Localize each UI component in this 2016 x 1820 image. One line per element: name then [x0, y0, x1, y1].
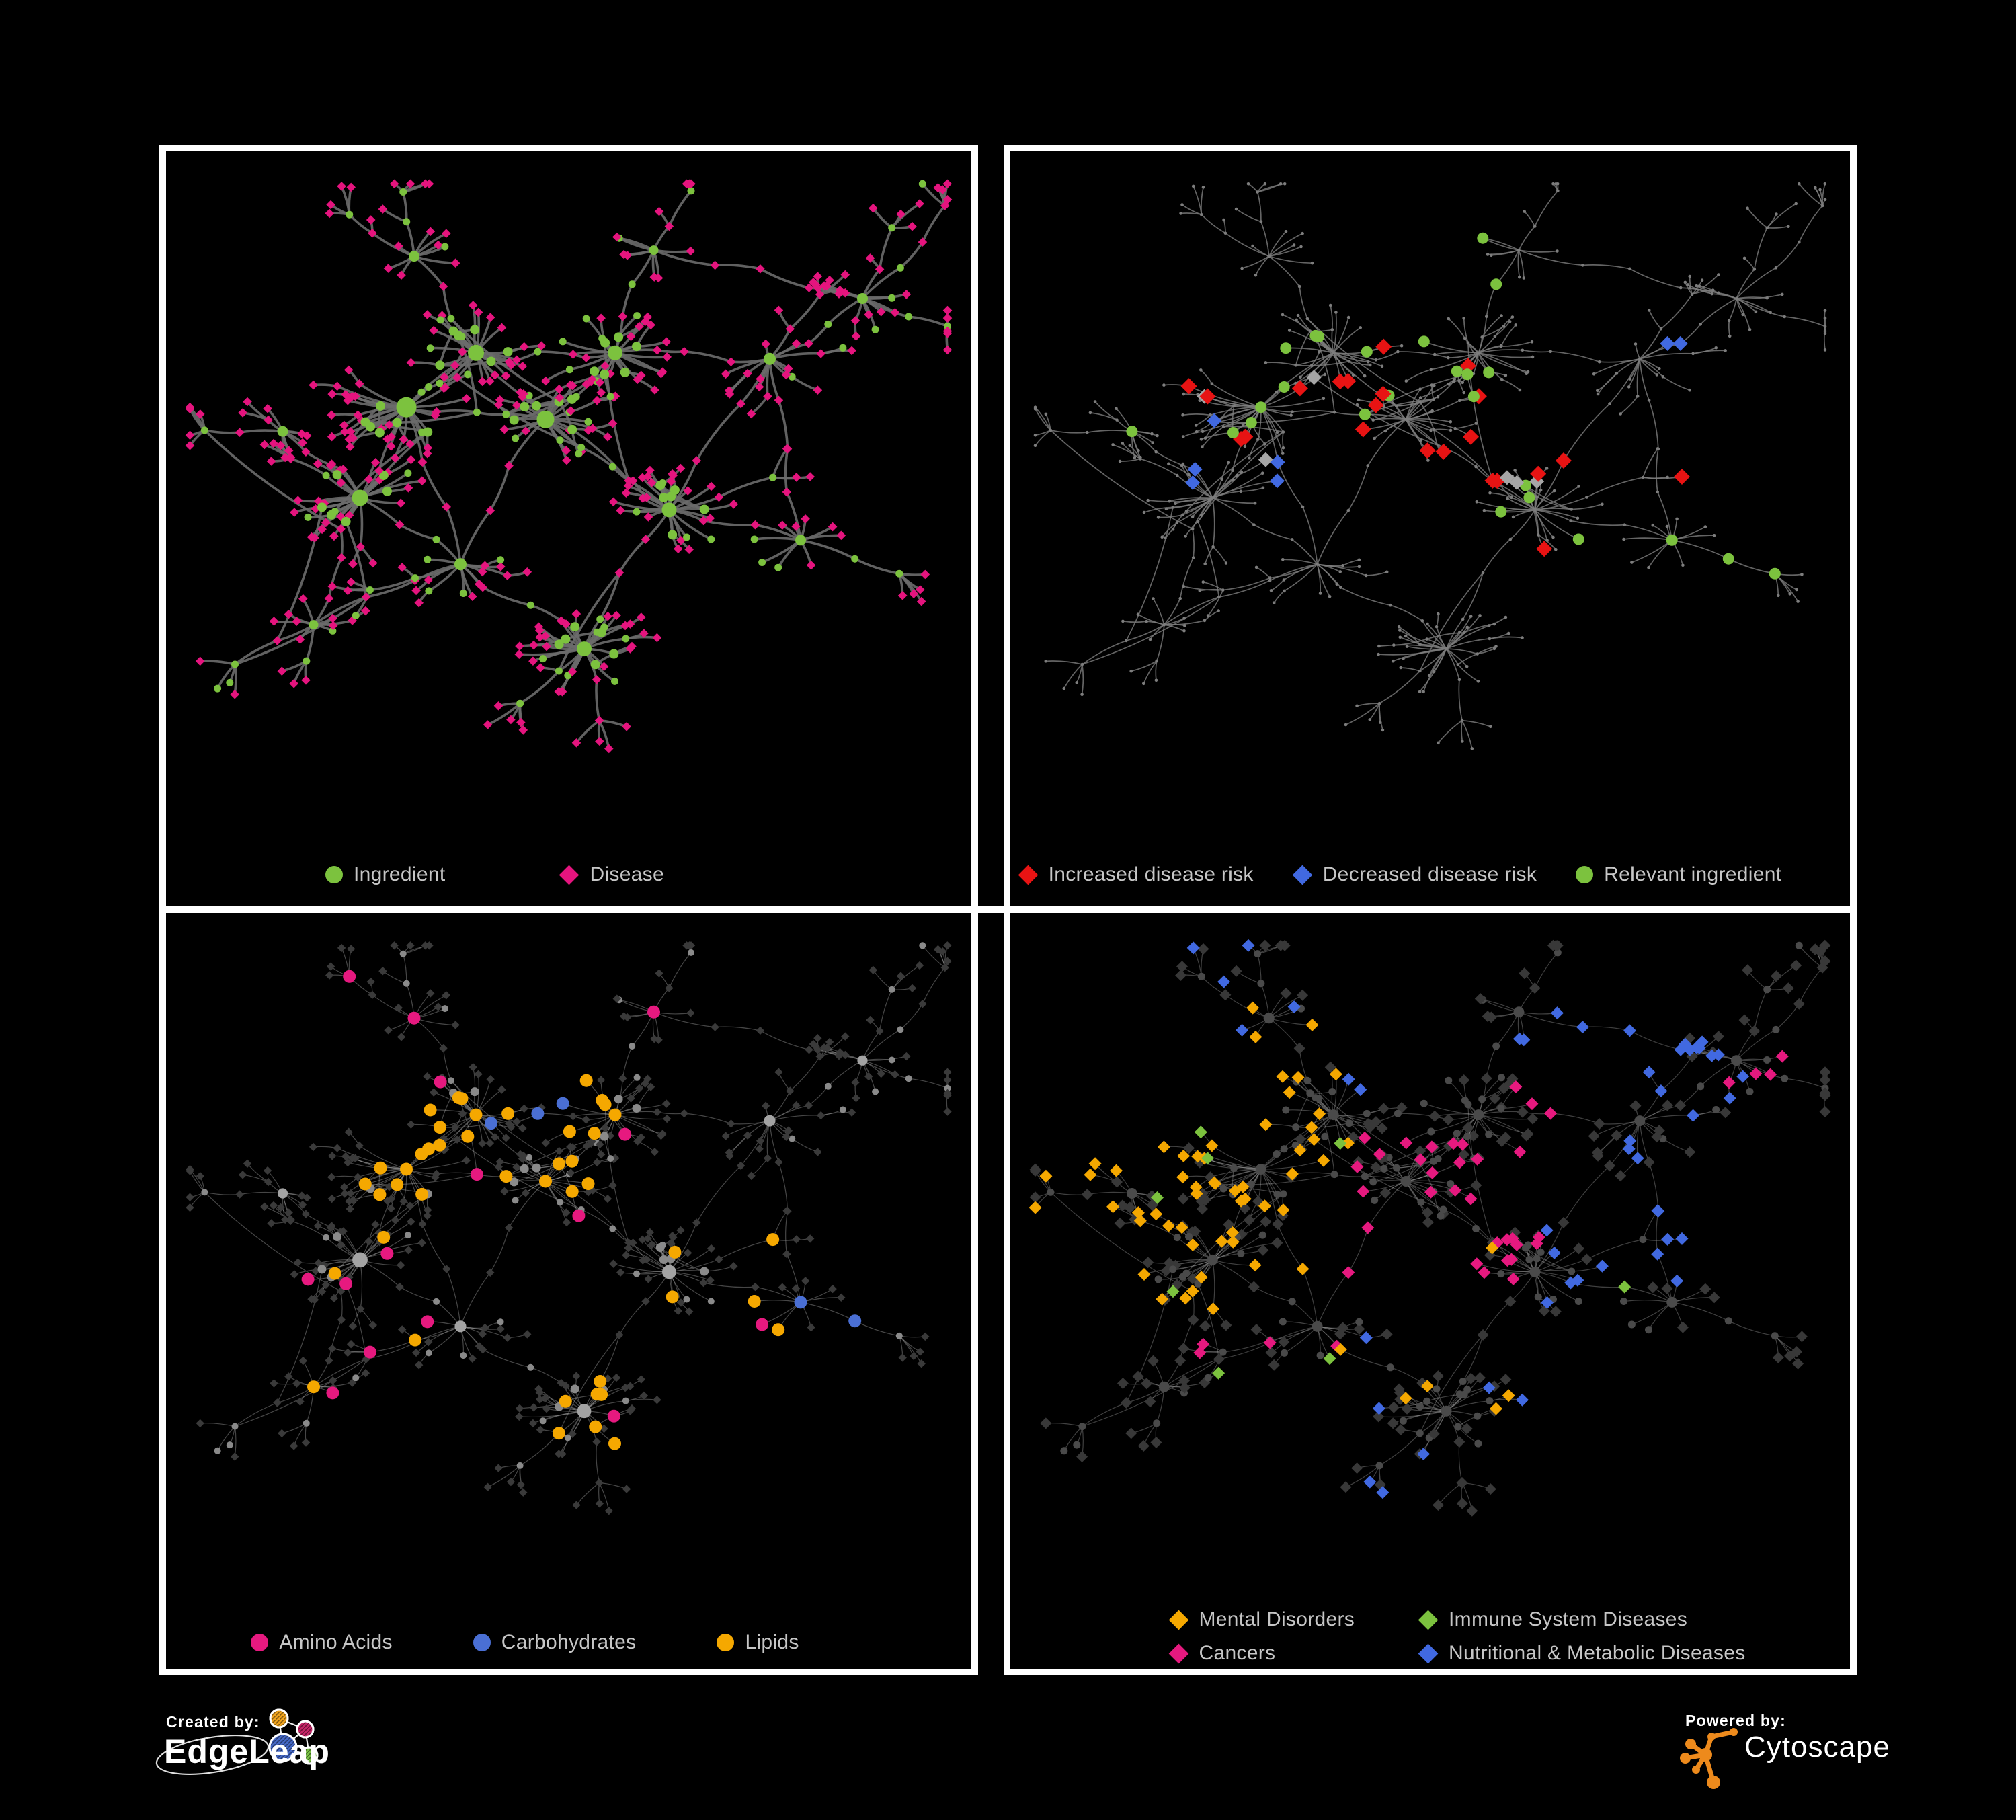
panel-disease-risk: Increased disease risk Decreased disease … [1004, 145, 1857, 913]
legend-label: Nutritional & Metabolic Diseases [1449, 1642, 1746, 1664]
diamond-marker-icon [1168, 1643, 1188, 1663]
nodes-layer [186, 941, 952, 1515]
legend-item-lipids: Lipids [717, 1631, 799, 1654]
legend-item-cancers: Cancers [1168, 1642, 1355, 1665]
legend-label: Relevant ingredient [1604, 863, 1782, 885]
network-graph-ingredient-disease [185, 179, 953, 754]
legend-label: Lipids [745, 1631, 799, 1653]
legend-item-disease: Disease [559, 863, 664, 886]
nodes-layer [1033, 182, 1827, 750]
legend-item-mental-disorders: Mental Disorders [1168, 1608, 1355, 1631]
legend-label: Amino Acids [279, 1631, 393, 1653]
legend-label: Immune System Diseases [1449, 1608, 1688, 1630]
network-graph-disease-categories [1029, 939, 1831, 1517]
legend-label: Disease [590, 863, 664, 885]
legend-macronutrients: Amino Acids Carbohydrates Lipids [122, 1631, 928, 1654]
cytoscape-name: Cytoscape [1744, 1731, 1890, 1764]
nodes-layer [1029, 939, 1831, 1517]
circle-marker-icon [1576, 866, 1594, 883]
legend-disease-categories: Mental Disorders Immune System Diseases Ca… [1037, 1608, 1877, 1665]
legend-disease-risk: Increased disease risk Decreased disease … [980, 863, 1820, 886]
legend-label: Decreased disease risk [1322, 863, 1537, 885]
legend-item-carbohydrates: Carbohydrates [473, 1631, 637, 1654]
highlight-nodes-layer [301, 970, 862, 1450]
circle-marker-icon [717, 1634, 735, 1651]
circle-marker-icon [325, 866, 344, 883]
circle-marker-icon [473, 1634, 491, 1651]
diamond-marker-icon [1292, 865, 1313, 885]
panel-ingredient-disease: Ingredient Disease [159, 145, 978, 913]
legend-item-immune-system-diseases: Immune System Diseases [1418, 1608, 1745, 1631]
powered-by-label: Powered by: [1685, 1712, 1786, 1729]
network-graph-macronutrients [186, 941, 952, 1515]
panel-divider [978, 906, 1004, 913]
edgeleap-branding: Created by: EdgeLeap [155, 1708, 403, 1820]
circle-marker-icon [251, 1634, 269, 1651]
cytoscape-logo-icon [1680, 1728, 1738, 1789]
panel-macronutrients: Amino Acids Carbohydrates Lipids [159, 906, 978, 1675]
network-graph-disease-risk [1033, 182, 1827, 750]
legend-item-relevant-ingredient: Relevant ingredient [1576, 863, 1781, 886]
legend-item-increased-disease-risk: Increased disease risk [1018, 863, 1254, 886]
edges-layer [188, 182, 949, 749]
diamond-marker-icon [1418, 1643, 1439, 1663]
nodes-layer [185, 179, 953, 754]
diamond-marker-icon [1168, 1610, 1188, 1630]
legend-label: Carbohydrates [501, 1631, 637, 1653]
legend-label: Increased disease risk [1048, 863, 1254, 885]
diamond-marker-icon [1418, 1610, 1439, 1630]
legend-item-nutritional-metabolic-diseases: Nutritional & Metabolic Diseases [1418, 1642, 1745, 1665]
legend-item-ingredient: Ingredient [325, 863, 445, 886]
edges-layer [1035, 945, 1826, 1511]
highlight-nodes-layer [1126, 232, 1781, 580]
legend-item-decreased-disease-risk: Decreased disease risk [1292, 863, 1537, 886]
edgeleap-logo-icon [155, 1708, 319, 1775]
edgeleap-name: EdgeLeap [164, 1733, 330, 1770]
cytoscape-branding: Powered by: Cytoscape [1677, 1708, 1986, 1802]
panel-disease-categories: Mental Disorders Immune System Diseases Ca… [1004, 906, 1857, 1675]
legend-label: Mental Disorders [1199, 1608, 1355, 1630]
created-by-label: Created by: [166, 1713, 260, 1731]
legend-item-amino-acids: Amino Acids [251, 1631, 392, 1654]
highlight-nodes-layer [1029, 939, 1789, 1499]
diamond-marker-icon [559, 865, 579, 885]
legend-label: Ingredient [354, 863, 446, 885]
legend-ingredient-disease: Ingredient Disease [92, 863, 897, 886]
diamond-marker-icon [1018, 865, 1038, 885]
edges-layer [189, 945, 949, 1511]
edges-layer [1035, 183, 1826, 749]
legend-label: Cancers [1199, 1642, 1276, 1664]
